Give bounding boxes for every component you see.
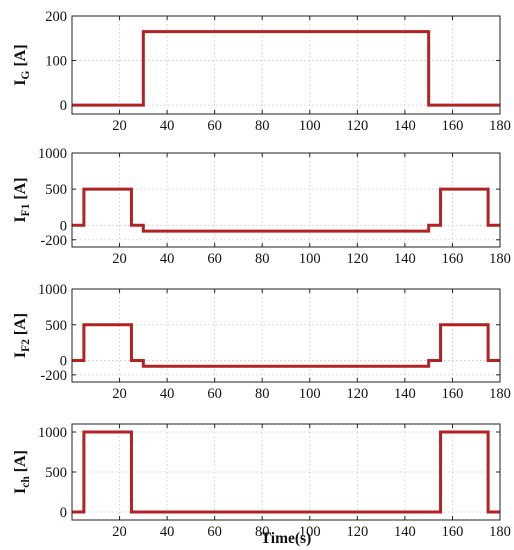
panel-1-ylabel: IG [A] — [12, 44, 32, 85]
panel-2-series-line — [72, 187, 500, 233]
panel-1-series-line — [72, 30, 500, 107]
panel-3-series-line — [72, 323, 500, 368]
panel-1-xtick-label: 100 — [299, 118, 321, 134]
panel-3-xtick-label: 20 — [112, 386, 127, 402]
panel-1-ytick-label: 200 — [45, 9, 67, 25]
panel-2-xtick-label: 20 — [112, 251, 127, 267]
panel-1-xtick-label: 140 — [394, 118, 416, 134]
panel-2-xtick-label: 40 — [160, 251, 175, 267]
panel-2-ytick-label: 500 — [45, 182, 67, 198]
panel-2-ytick-label: -200 — [40, 233, 67, 249]
panel-4-xtick-label: 160 — [442, 524, 464, 540]
panel-4-xtick-label: 140 — [394, 524, 416, 540]
panel-2-xtick-label: 140 — [394, 251, 416, 267]
panel-1-ytick-label: 0 — [60, 98, 67, 114]
panel-2-xtick-label: 180 — [489, 251, 511, 267]
panel-3-xtick-label: 60 — [207, 386, 222, 402]
panel-3-xtick-label: 160 — [442, 386, 464, 402]
panel-1-xtick-label: 80 — [255, 118, 270, 134]
panel-1-xtick-label: 120 — [346, 118, 368, 134]
panel-4-ytick-label: 500 — [45, 465, 67, 481]
panel-2-ytick-label: 0 — [60, 218, 67, 234]
panel-3-xtick-label: 100 — [299, 386, 321, 402]
panel-1-xtick-label: 160 — [442, 118, 464, 134]
panel-3-xtick-label: 40 — [160, 386, 175, 402]
panel-2-axes-frame — [71, 152, 501, 248]
panel-3-ylabel: IF2 [A] — [12, 313, 32, 358]
panel-4-ytick-label: 1000 — [38, 425, 67, 441]
panel-4-ytick-label: 0 — [60, 505, 67, 521]
x-axis-label: Time(s) — [261, 530, 312, 547]
panel-4-xtick-label: 60 — [207, 524, 222, 540]
panel-2-xtick-label: 60 — [207, 251, 222, 267]
panel-3-ytick-label: 0 — [60, 354, 67, 370]
panel-3-xtick-label: 80 — [255, 386, 270, 402]
panel-3-ytick-label: 500 — [45, 318, 67, 334]
panel-1-xtick-label: 60 — [207, 118, 222, 134]
panel-2-ytick-label: 1000 — [38, 146, 67, 162]
panel-4-xtick-label: 100 — [299, 524, 321, 540]
panel-4: 20 40 60 80 100 120 140 160 180 0 500 1000 Ich [A] Ti… — [12, 423, 511, 547]
panel-1-ytick-label: 100 — [45, 54, 67, 70]
panel-4-xtick-label: 120 — [346, 524, 368, 540]
panel-1-axes-frame — [71, 15, 501, 115]
panel-1-xtick-label: 40 — [160, 118, 175, 134]
panel-4-xtick-label: 40 — [160, 524, 175, 540]
panel-1: 20 40 60 80 100 120 140 160 180 0 100 200 IG [A] — [12, 9, 511, 134]
panel-2-ylabel: IF1 [A] — [12, 177, 32, 222]
panel-3-xtick-label: 120 — [346, 386, 368, 402]
panel-3-xtick-label: 140 — [394, 386, 416, 402]
panel-3-axes-frame — [71, 288, 501, 383]
panel-3-ytick-label: -200 — [40, 368, 67, 384]
panel-3-xtick-label: 180 — [489, 386, 511, 402]
panel-4-xtick-label: 180 — [489, 524, 511, 540]
panel-4-series-line — [72, 430, 500, 514]
panel-4-axes-frame — [71, 423, 501, 521]
panel-4-ylabel: Ich [A] — [12, 450, 32, 494]
panel-2-xtick-label: 100 — [299, 251, 321, 267]
panel-2-xtick-label: 160 — [442, 251, 464, 267]
panel-1-xtick-label: 180 — [489, 118, 511, 134]
panel-4-xtick-label: 80 — [255, 524, 270, 540]
panel-1-xtick-label: 20 — [112, 118, 127, 134]
panel-2-xtick-label: 80 — [255, 251, 270, 267]
panel-2-xtick-label: 120 — [346, 251, 368, 267]
panel-4-xtick-label: 20 — [112, 524, 127, 540]
panel-3-ytick-label: 1000 — [38, 282, 67, 298]
